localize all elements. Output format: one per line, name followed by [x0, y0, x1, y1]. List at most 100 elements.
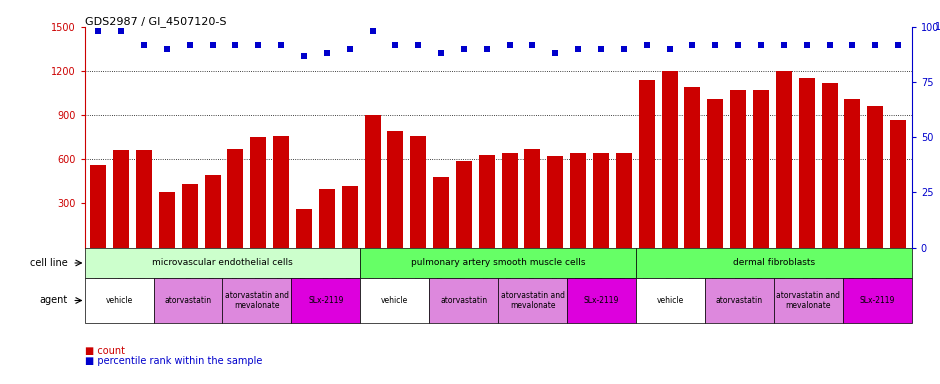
Text: cell line: cell line: [30, 258, 68, 268]
Point: [365, 28, 380, 34]
Bar: [387, 131, 403, 248]
Point: [868, 41, 883, 48]
Bar: [159, 192, 175, 248]
Text: agent: agent: [39, 296, 68, 306]
Text: microvascular endothelial cells: microvascular endothelial cells: [152, 258, 293, 268]
Bar: [774, 278, 843, 323]
Bar: [799, 78, 815, 248]
Bar: [181, 184, 197, 248]
Bar: [341, 186, 357, 248]
Point: [754, 41, 769, 48]
Text: atorvastatin and
mevalonate: atorvastatin and mevalonate: [225, 291, 289, 310]
Point: [296, 53, 311, 59]
Bar: [227, 149, 243, 248]
Point: [227, 41, 243, 48]
Point: [822, 41, 837, 48]
Bar: [433, 177, 449, 248]
Point: [320, 50, 335, 56]
Bar: [223, 278, 291, 323]
Point: [479, 46, 494, 52]
Text: vehicle: vehicle: [657, 296, 684, 305]
Point: [799, 41, 814, 48]
Bar: [707, 99, 723, 248]
Bar: [843, 278, 912, 323]
Point: [136, 41, 151, 48]
Y-axis label: 100%: 100%: [935, 23, 940, 33]
Bar: [890, 119, 906, 248]
Bar: [868, 106, 884, 248]
Point: [890, 41, 905, 48]
Point: [776, 41, 791, 48]
Bar: [291, 278, 360, 323]
Point: [662, 46, 677, 52]
Point: [114, 28, 129, 34]
Point: [639, 41, 654, 48]
Bar: [616, 153, 632, 248]
Text: vehicle: vehicle: [105, 296, 133, 305]
Text: atorvastatin and
mevalonate: atorvastatin and mevalonate: [501, 291, 565, 310]
Bar: [502, 153, 518, 248]
Point: [388, 41, 403, 48]
Point: [502, 41, 517, 48]
Point: [160, 46, 175, 52]
Point: [708, 41, 723, 48]
Bar: [730, 90, 746, 248]
Bar: [136, 151, 152, 248]
Bar: [636, 278, 705, 323]
Text: vehicle: vehicle: [382, 296, 408, 305]
Bar: [844, 99, 860, 248]
Bar: [90, 165, 106, 248]
Bar: [296, 209, 312, 248]
Bar: [753, 90, 769, 248]
Text: ■ count: ■ count: [85, 346, 125, 356]
Point: [205, 41, 220, 48]
Bar: [662, 71, 678, 248]
Bar: [153, 278, 223, 323]
Text: dermal fibroblasts: dermal fibroblasts: [733, 258, 815, 268]
Bar: [705, 278, 774, 323]
Text: GDS2987 / GI_4507120-S: GDS2987 / GI_4507120-S: [85, 16, 227, 27]
Text: pulmonary artery smooth muscle cells: pulmonary artery smooth muscle cells: [411, 258, 586, 268]
Text: SLx-2119: SLx-2119: [584, 296, 619, 305]
Text: atorvastatin and
mevalonate: atorvastatin and mevalonate: [776, 291, 840, 310]
Text: atorvastatin: atorvastatin: [716, 296, 763, 305]
Bar: [684, 87, 700, 248]
Bar: [525, 149, 540, 248]
Point: [593, 46, 608, 52]
Bar: [85, 248, 360, 278]
Bar: [636, 248, 912, 278]
Bar: [567, 278, 636, 323]
Text: atorvastatin: atorvastatin: [164, 296, 212, 305]
Bar: [410, 136, 426, 248]
Bar: [274, 136, 290, 248]
Bar: [85, 278, 153, 323]
Bar: [430, 278, 498, 323]
Point: [457, 46, 472, 52]
Bar: [498, 278, 567, 323]
Bar: [250, 137, 266, 248]
Bar: [360, 248, 636, 278]
Point: [411, 41, 426, 48]
Point: [730, 41, 745, 48]
Point: [845, 41, 860, 48]
Bar: [776, 71, 791, 248]
Bar: [205, 175, 221, 248]
Bar: [365, 115, 381, 248]
Bar: [456, 161, 472, 248]
Text: atorvastatin: atorvastatin: [440, 296, 487, 305]
Point: [548, 50, 563, 56]
Point: [91, 28, 106, 34]
Point: [251, 41, 266, 48]
Text: ■ percentile rank within the sample: ■ percentile rank within the sample: [85, 356, 262, 366]
Point: [182, 41, 197, 48]
Point: [274, 41, 289, 48]
Point: [525, 41, 540, 48]
Bar: [319, 189, 335, 248]
Point: [617, 46, 632, 52]
Point: [433, 50, 448, 56]
Bar: [639, 80, 655, 248]
Text: SLx-2119: SLx-2119: [308, 296, 343, 305]
Bar: [478, 155, 494, 248]
Bar: [547, 156, 563, 248]
Bar: [360, 278, 430, 323]
